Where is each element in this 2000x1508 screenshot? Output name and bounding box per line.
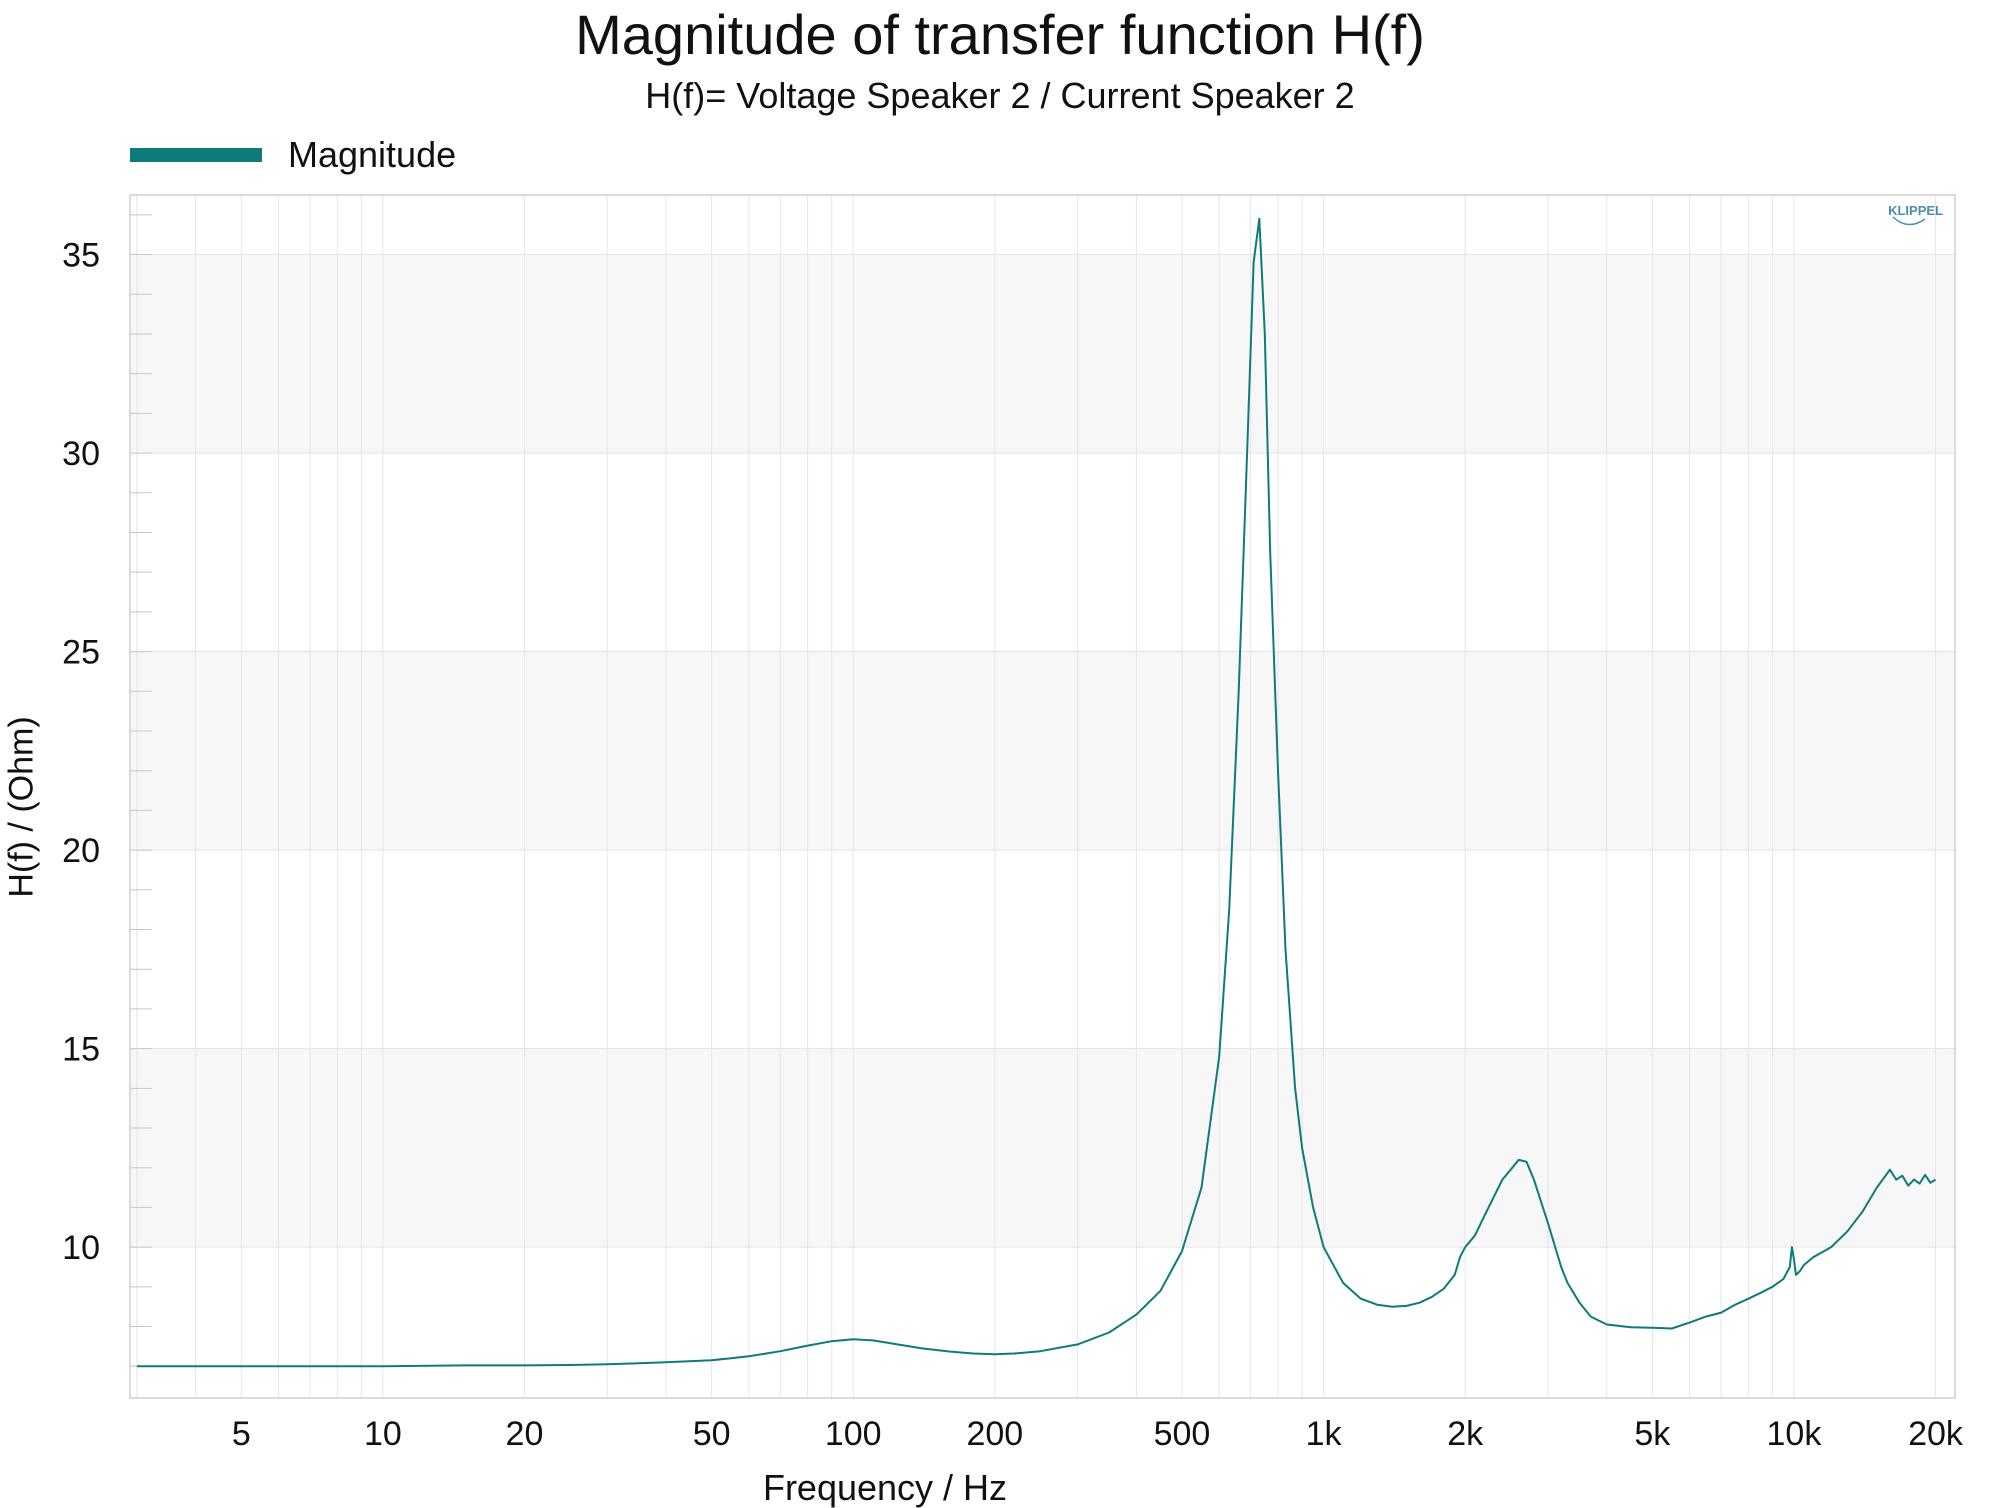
minor-grid [136,195,1937,1398]
plot-frame [129,194,1956,1399]
klippel-logo: KLIPPEL [1888,203,1943,226]
x-tick-label: 1k [1306,1415,1343,1453]
x-tick-label: 100 [825,1415,882,1453]
x-tick-label: 20 [506,1415,544,1453]
x-tick-label: 10k [1767,1415,1823,1453]
y-tick-label: 20 [62,832,100,870]
plot-bands [130,254,1955,1248]
x-tick-label: 500 [1154,1415,1211,1453]
y-tick-label: 35 [62,237,100,275]
x-tick-label: 10 [364,1415,402,1453]
x-ticks: 5 10 20 50 100 200 500 1k 2k 5k 10k 20k [232,1415,1964,1453]
plot-band-2 [130,1048,1955,1248]
x-tick-label: 20k [1908,1415,1964,1453]
logo-text: KLIPPEL [1888,203,1943,218]
plot-band-0 [130,254,1955,454]
legend-swatch-magnitude [130,148,262,162]
major-grid [130,254,1955,1248]
y-tick-label: 25 [62,634,100,672]
series-line-magnitude [136,217,1937,1368]
x-tick-label: 5 [232,1415,251,1453]
chart-subtitle: H(f)= Voltage Speaker 2 / Current Speake… [645,75,1355,116]
legend-label-magnitude: Magnitude [288,134,457,175]
x-tick-label: 5k [1634,1415,1671,1453]
x-tick-label: 2k [1447,1415,1484,1453]
chart-title: Magnitude of transfer function H(f) [575,3,1425,66]
plot-band-1 [130,651,1955,851]
legend: Magnitude [130,130,456,180]
y-ticks: 10 15 20 25 30 35 [62,214,152,1367]
y-tick-label: 30 [62,435,100,473]
y-tick-label: 10 [62,1229,100,1267]
x-tick-label: 200 [966,1415,1023,1453]
y-tick-label: 15 [62,1031,100,1069]
x-tick-label: 50 [693,1415,731,1453]
